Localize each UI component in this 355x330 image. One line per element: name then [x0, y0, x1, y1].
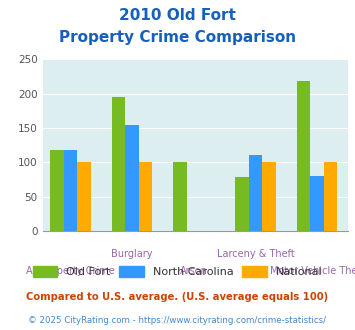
Bar [310, 176, 324, 231]
Bar [125, 125, 139, 231]
Bar [50, 150, 64, 231]
Bar [64, 150, 77, 231]
Bar [235, 178, 248, 231]
Text: Larceny & Theft: Larceny & Theft [217, 249, 294, 259]
Text: Arson: Arson [180, 266, 208, 276]
Legend: Old Fort, North Carolina, National: Old Fort, North Carolina, National [28, 261, 327, 281]
Bar [248, 155, 262, 231]
Bar [139, 162, 152, 231]
Bar [262, 162, 276, 231]
Text: © 2025 CityRating.com - https://www.cityrating.com/crime-statistics/: © 2025 CityRating.com - https://www.city… [28, 316, 327, 325]
Text: Compared to U.S. average. (U.S. average equals 100): Compared to U.S. average. (U.S. average … [26, 292, 329, 302]
Bar [173, 162, 187, 231]
Text: Motor Vehicle Theft: Motor Vehicle Theft [270, 266, 355, 276]
Bar [297, 82, 310, 231]
Text: Burglary: Burglary [111, 249, 153, 259]
Bar [77, 162, 91, 231]
Bar [324, 162, 337, 231]
Text: Property Crime Comparison: Property Crime Comparison [59, 30, 296, 45]
Text: 2010 Old Fort: 2010 Old Fort [119, 8, 236, 23]
Text: All Property Crime: All Property Crime [26, 266, 115, 276]
Bar [112, 97, 125, 231]
